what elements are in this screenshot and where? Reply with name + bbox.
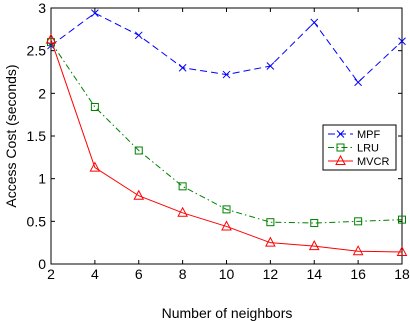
- y-tick-label: 2: [38, 85, 46, 101]
- data-point-lru: [266, 218, 275, 227]
- legend-label-lru: LRU: [357, 143, 379, 155]
- data-point-mvcr: [352, 245, 364, 256]
- legend-label-mvcr: MVCR: [357, 156, 389, 168]
- legend-marker-mpf: [336, 130, 345, 138]
- x-tick-label: 6: [135, 266, 143, 282]
- y-tick-label: 1.5: [27, 128, 47, 144]
- legend-box: [322, 124, 397, 171]
- data-point-lru: [310, 219, 319, 228]
- data-point-lru: [398, 215, 406, 224]
- axis-ticks: [50, 7, 403, 265]
- data-point-mvcr: [265, 236, 276, 247]
- data-point-lru: [90, 102, 99, 111]
- y-tick-labels: 0 0.5 1 1.5 2 2.5 3: [27, 0, 47, 272]
- legend-label-mpf: MPF: [357, 129, 381, 141]
- data-point-lru: [354, 217, 363, 226]
- series-mvcr: [45, 33, 408, 257]
- legend-marker-lru: [336, 143, 345, 152]
- data-point-lru: [134, 146, 143, 155]
- x-tick-label: 8: [179, 266, 187, 282]
- y-tick-label: 0: [38, 256, 46, 272]
- data-point-mvcr: [308, 240, 320, 251]
- data-point-mpf: [222, 70, 231, 79]
- data-point-mpf: [310, 18, 319, 27]
- legend-marker-mvcr: [335, 154, 346, 165]
- y-tick-label: 3: [38, 0, 46, 16]
- data-point-mvcr: [89, 161, 101, 172]
- data-point-mpf: [91, 9, 99, 17]
- y-tick-label: 0.5: [27, 213, 47, 229]
- data-point-mvcr: [133, 189, 145, 200]
- data-point-mpf: [266, 62, 275, 70]
- x-tick-label: 12: [263, 266, 279, 282]
- data-point-mpf: [134, 31, 143, 40]
- x-tick-label: 10: [219, 266, 235, 282]
- data-point-mvcr: [177, 206, 188, 217]
- series-lru: [47, 38, 406, 228]
- x-tick-label: 4: [91, 266, 99, 282]
- y-tick-label: 1: [38, 171, 46, 187]
- series-layer: [45, 9, 408, 257]
- x-tick-label: 14: [306, 266, 322, 282]
- x-tick-labels: 2 4 6 8 10 12 14 16 18: [47, 266, 410, 282]
- data-point-mpf: [178, 63, 187, 72]
- x-axis-label: Number of neighbors: [162, 305, 293, 321]
- data-point-mvcr: [221, 220, 232, 231]
- data-point-mvcr: [45, 33, 57, 44]
- x-tick-label: 16: [350, 266, 366, 282]
- data-point-lru: [222, 205, 231, 214]
- x-tick-label: 2: [47, 266, 55, 282]
- y-axis-label: Access Cost (seconds): [3, 64, 19, 207]
- data-point-lru: [178, 182, 187, 191]
- data-point-mpf: [354, 78, 362, 87]
- data-point-mpf: [398, 37, 406, 46]
- series-line-mvcr: [50, 39, 403, 253]
- y-tick-label: 2.5: [27, 43, 47, 59]
- data-point-mvcr: [396, 245, 408, 257]
- series-line-lru: [50, 41, 403, 224]
- x-tick-label: 18: [394, 266, 410, 282]
